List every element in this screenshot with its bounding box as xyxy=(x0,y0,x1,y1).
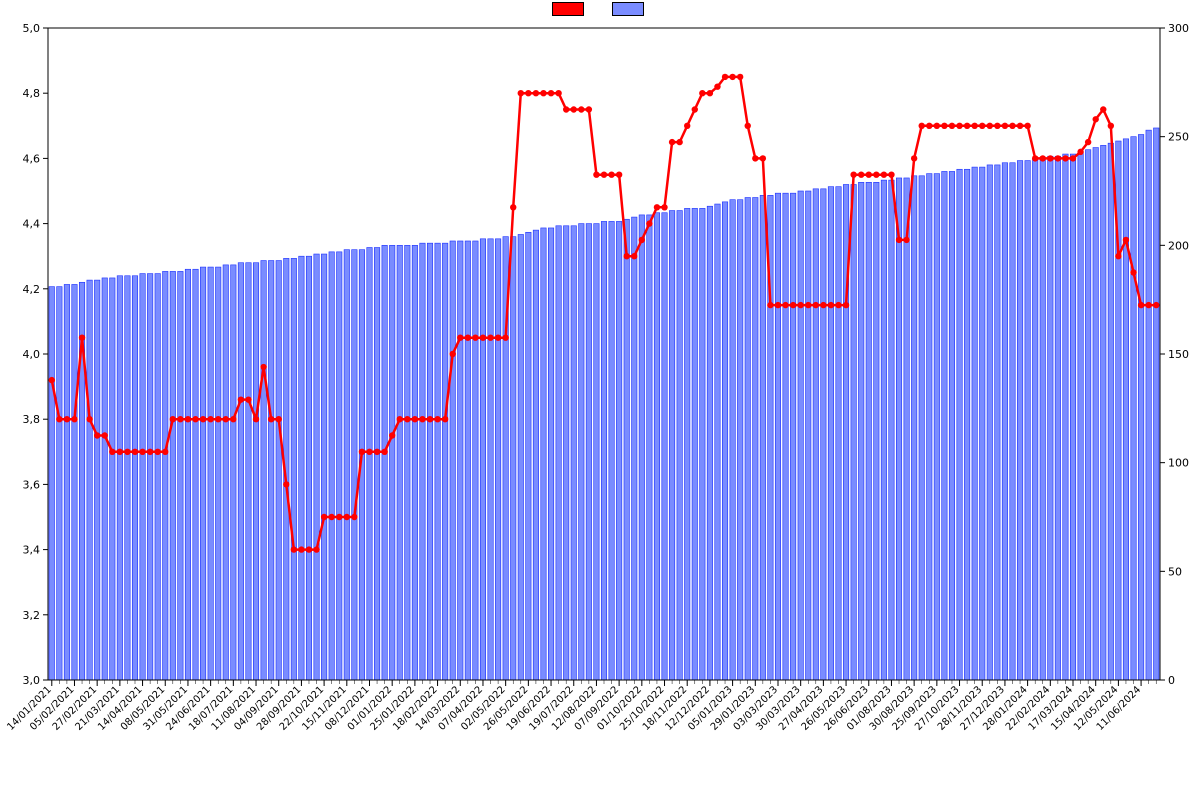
legend-swatch-bar-icon xyxy=(612,2,644,16)
y-right-tick-label: 150 xyxy=(1168,348,1189,361)
legend xyxy=(0,2,1200,16)
y-left-tick-label: 3,2 xyxy=(23,609,41,622)
y-right-tick-label: 300 xyxy=(1168,22,1189,35)
y-left-tick-label: 3,4 xyxy=(23,544,41,557)
y-left-tick-label: 3,8 xyxy=(23,413,41,426)
y-left-axis: 3,0 3,2 3,4 3,6 3,8 4,0 4,2 4,4 4,6 4,8 5,0 xyxy=(23,22,49,687)
chart-root: 3,0 3,2 3,4 3,6 3,8 4,0 4,2 4,4 4,6 4,8 5,0 0 50 100 1… xyxy=(0,0,1200,800)
y-left-tick-label: 4,0 xyxy=(23,348,41,361)
y-right-tick-label: 50 xyxy=(1168,565,1182,578)
legend-swatch-line-icon xyxy=(552,2,584,16)
chart-svg: 3,0 3,2 3,4 3,6 3,8 4,0 4,2 4,4 4,6 4,8 5,0 0 50 100 1… xyxy=(0,0,1200,800)
y-left-tick-label: 5,0 xyxy=(23,22,41,35)
y-right-tick-label: 0 xyxy=(1168,674,1175,687)
y-left-tick-label: 4,4 xyxy=(23,218,41,231)
x-axis: 14/01/202105/02/202127/02/202121/03/2021… xyxy=(5,680,1156,733)
y-right-tick-label: 250 xyxy=(1168,131,1189,144)
y-left-tick-label: 4,2 xyxy=(23,283,41,296)
y-left-tick-label: 4,8 xyxy=(23,87,41,100)
y-right-tick-label: 100 xyxy=(1168,457,1189,470)
y-left-tick-label: 3,0 xyxy=(23,674,41,687)
y-right-axis: 0 50 100 150 200 250 300 xyxy=(1160,22,1189,687)
legend-item-line xyxy=(552,2,588,16)
y-left-tick-label: 4,6 xyxy=(23,152,41,165)
bars xyxy=(49,128,1159,680)
y-left-tick-label: 3,6 xyxy=(23,478,41,491)
legend-item-bar xyxy=(612,2,648,16)
y-right-tick-label: 200 xyxy=(1168,239,1189,252)
